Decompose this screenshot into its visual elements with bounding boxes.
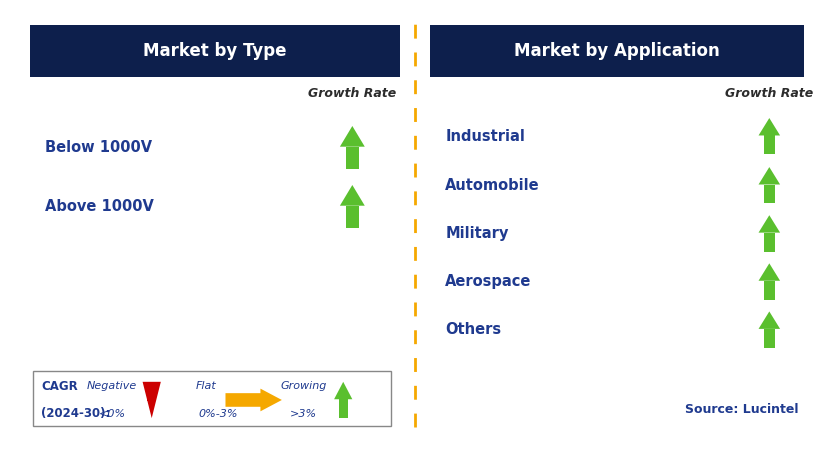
Polygon shape [758,263,779,281]
Text: Market by Application: Market by Application [513,42,720,60]
Polygon shape [339,185,364,206]
Text: Negative: Negative [87,381,137,391]
Polygon shape [346,206,358,228]
Text: Industrial: Industrial [445,128,524,144]
Text: CAGR: CAGR [41,380,78,393]
Polygon shape [346,147,358,169]
Polygon shape [339,126,364,147]
Polygon shape [763,135,773,154]
Text: Growth Rate: Growth Rate [308,87,396,99]
Polygon shape [225,389,282,411]
Text: (2024-30):: (2024-30): [41,407,111,420]
Polygon shape [763,232,773,252]
Text: Source: Lucintel: Source: Lucintel [684,404,797,416]
Text: <0%: <0% [99,409,125,419]
Text: Others: Others [445,322,501,337]
Text: Automobile: Automobile [445,178,539,193]
Text: Above 1000V: Above 1000V [45,199,153,214]
FancyBboxPatch shape [33,371,391,426]
FancyBboxPatch shape [30,25,400,77]
Polygon shape [758,118,779,135]
Polygon shape [763,329,773,348]
Text: Growth Rate: Growth Rate [724,87,812,99]
Text: Below 1000V: Below 1000V [45,140,152,155]
Polygon shape [758,311,779,329]
Polygon shape [763,184,773,203]
Polygon shape [758,215,779,232]
Text: Market by Type: Market by Type [143,42,286,60]
Polygon shape [334,382,352,399]
Polygon shape [338,399,347,418]
Text: Aerospace: Aerospace [445,274,531,289]
Polygon shape [147,382,156,401]
Polygon shape [758,167,779,184]
Text: Growing: Growing [280,381,326,391]
Polygon shape [763,281,773,300]
Text: 0%-3%: 0%-3% [198,409,238,419]
Text: Flat: Flat [195,381,216,391]
FancyBboxPatch shape [430,25,803,77]
Polygon shape [142,382,161,418]
Text: Military: Military [445,226,508,241]
Text: >3%: >3% [290,409,316,419]
